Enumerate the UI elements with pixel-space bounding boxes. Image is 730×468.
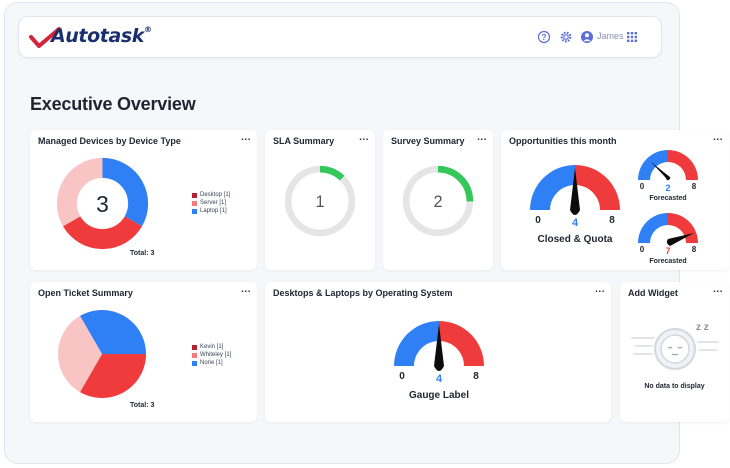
logo-check-icon bbox=[29, 27, 61, 48]
widget-desktops-laptops-os: Desktops & Laptops by Operating System .… bbox=[265, 282, 611, 422]
gauge-max: 8 bbox=[473, 371, 479, 382]
donut-segment-laptop bbox=[102, 157, 149, 227]
gauge-min: 0 bbox=[640, 245, 645, 254]
open-ticket-legend: Kevin [1] Whiteley [1] None [1] bbox=[192, 343, 231, 367]
user-avatar-icon[interactable] bbox=[580, 30, 594, 44]
legend-item-server: Server [1] bbox=[192, 199, 230, 207]
widget-menu-button[interactable]: ... bbox=[241, 132, 251, 143]
widget-managed-devices: Managed Devices by Device Type ... 3 Des… bbox=[30, 130, 257, 270]
widget-title: Managed Devices by Device Type bbox=[38, 136, 181, 146]
sla-progress-ring: 1 bbox=[284, 165, 356, 237]
legend-item-desktop: Desktop [1] bbox=[192, 191, 230, 199]
user-name[interactable]: James bbox=[597, 31, 624, 41]
gauge-value: 7 bbox=[665, 246, 670, 255]
total-label: Total: 3 bbox=[130, 402, 155, 409]
sla-value: 1 bbox=[315, 193, 324, 211]
closed-quota-gauge: 0 8 4 bbox=[530, 165, 620, 229]
sleeping-face-icon: z z bbox=[631, 322, 719, 370]
widget-title: SLA Summary bbox=[273, 136, 335, 146]
top-header: Autotask® ? James bbox=[18, 16, 662, 58]
legend-item-none: None [1] bbox=[192, 359, 231, 367]
svg-text:?: ? bbox=[542, 33, 547, 42]
logo-text: Autotask® bbox=[51, 25, 152, 47]
forecasted-gauge-1: 0 8 2 bbox=[638, 150, 698, 192]
donut-center-value: 3 bbox=[96, 191, 109, 217]
gauge-min: 0 bbox=[640, 182, 645, 191]
widget-title: Desktops & Laptops by Operating System bbox=[273, 288, 453, 298]
gauge-min: 0 bbox=[399, 371, 405, 382]
widget-title: Survey Summary bbox=[391, 136, 465, 146]
apps-grid-icon[interactable] bbox=[625, 30, 639, 44]
widget-opportunities: Opportunities this month ... 0 8 4 Close… bbox=[501, 130, 729, 270]
widget-survey-summary: Survey Summary ... 2 bbox=[383, 130, 493, 270]
gauge-max: 8 bbox=[692, 182, 697, 191]
widget-open-ticket-summary: Open Ticket Summary ... Kevin [1] Whitel… bbox=[30, 282, 257, 422]
gauge-label: Closed & Quota bbox=[537, 234, 613, 245]
widget-title: Open Ticket Summary bbox=[38, 288, 133, 298]
gauge-max: 8 bbox=[692, 245, 697, 254]
widget-add-widget: Add Widget ... z z No data to display bbox=[620, 282, 729, 422]
help-icon[interactable]: ? bbox=[537, 30, 551, 44]
gauge-max: 8 bbox=[609, 215, 615, 226]
widget-menu-button[interactable]: ... bbox=[359, 132, 369, 143]
gauge-label: Gauge Label bbox=[408, 390, 469, 401]
widget-menu-button[interactable]: ... bbox=[477, 132, 487, 143]
forecasted-label-1: Forecasted bbox=[649, 195, 687, 202]
widget-menu-button[interactable]: ... bbox=[713, 132, 723, 143]
pie-slice-kevin bbox=[80, 354, 146, 398]
total-label: Total: 3 bbox=[130, 250, 155, 257]
forecasted-gauge-2: 0 8 7 bbox=[638, 213, 698, 255]
gauge-min: 0 bbox=[535, 215, 541, 226]
donut-segment-server bbox=[56, 157, 103, 227]
gauge-value: 4 bbox=[436, 373, 443, 385]
forecasted-label-2: Forecasted bbox=[649, 258, 687, 265]
survey-value: 2 bbox=[433, 193, 442, 211]
open-ticket-pie-chart bbox=[58, 310, 146, 398]
widget-title: Add Widget bbox=[628, 288, 678, 298]
gear-icon[interactable] bbox=[559, 30, 573, 44]
sleep-zz-text: z z bbox=[696, 322, 709, 333]
legend-item-kevin: Kevin [1] bbox=[192, 343, 231, 351]
donut-segment-desktop bbox=[63, 216, 142, 250]
widget-title: Opportunities this month bbox=[509, 136, 617, 146]
widget-menu-button[interactable]: ... bbox=[713, 284, 723, 295]
os-gauge: 0 8 4 bbox=[394, 321, 484, 385]
survey-progress-ring: 2 bbox=[402, 165, 474, 237]
legend-item-whiteley: Whiteley [1] bbox=[192, 351, 231, 359]
gauge-value: 4 bbox=[572, 217, 579, 229]
gauge-value: 2 bbox=[665, 183, 670, 192]
pie-slice-whiteley bbox=[58, 315, 102, 393]
page-title: Executive Overview bbox=[30, 94, 196, 114]
widget-menu-button[interactable]: ... bbox=[241, 284, 251, 295]
widget-menu-button[interactable]: ... bbox=[595, 284, 605, 295]
device-type-legend: Desktop [1] Server [1] Laptop [1] bbox=[192, 191, 230, 215]
device-type-donut-chart: 3 bbox=[56, 157, 149, 250]
legend-item-laptop: Laptop [1] bbox=[192, 207, 230, 215]
no-data-message: No data to display bbox=[644, 383, 705, 390]
widget-sla-summary: SLA Summary ... 1 bbox=[265, 130, 375, 270]
pie-slice-none bbox=[80, 310, 146, 354]
